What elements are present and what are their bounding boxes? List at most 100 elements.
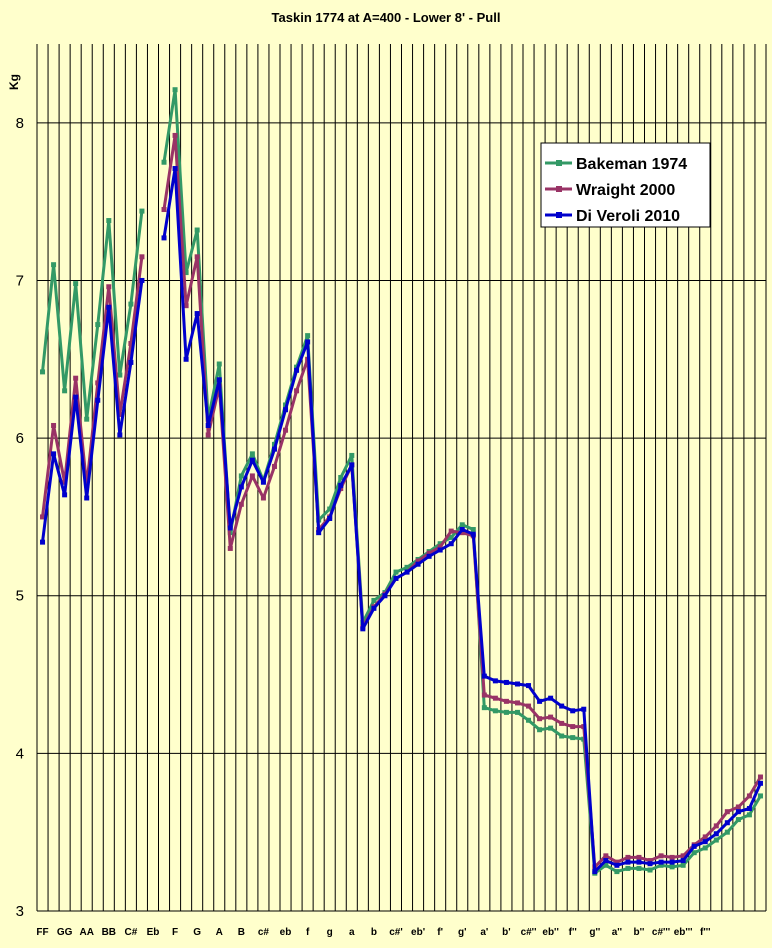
data-point: [194, 254, 200, 260]
data-point: [603, 862, 609, 868]
data-point: [680, 853, 686, 859]
data-point: [437, 547, 443, 553]
data-point: [559, 703, 565, 709]
data-point: [735, 809, 741, 815]
legend-swatch-marker: [556, 186, 562, 192]
data-point: [62, 492, 68, 498]
legend-label: Wraight 2000: [576, 182, 675, 199]
data-point: [526, 717, 532, 723]
data-point: [393, 575, 399, 581]
legend: Bakeman 1974 Wraight 2000 Di Veroli 2010: [540, 142, 711, 228]
data-point: [40, 514, 46, 520]
data-point: [205, 422, 211, 428]
data-point: [161, 235, 167, 241]
data-point: [172, 166, 178, 172]
y-tick-label: 3: [16, 903, 24, 920]
data-point: [249, 457, 255, 463]
data-point: [481, 692, 487, 698]
x-tick-label: GG: [57, 927, 73, 938]
data-point: [95, 397, 101, 403]
data-point: [757, 780, 763, 786]
y-tick-label: 8: [16, 115, 24, 132]
data-point: [592, 869, 598, 875]
x-tick-label: c#': [389, 927, 403, 938]
data-point: [106, 304, 112, 310]
data-point: [548, 695, 554, 701]
data-point: [537, 716, 543, 722]
x-tick-label: f': [437, 927, 443, 938]
data-point: [448, 541, 454, 547]
data-point: [702, 845, 708, 851]
legend-entry: Di Veroli 2010: [545, 208, 680, 225]
legend-entry: Bakeman 1974: [545, 156, 687, 173]
data-point: [426, 550, 432, 556]
data-point: [316, 530, 322, 536]
data-point: [746, 812, 752, 818]
data-point: [570, 724, 576, 730]
x-tick-label: Eb: [147, 927, 160, 938]
data-point: [724, 829, 730, 835]
data-point: [117, 411, 123, 417]
data-point: [702, 839, 708, 845]
y-tick-label: 7: [16, 272, 24, 289]
data-point: [746, 793, 752, 799]
data-point: [746, 806, 752, 812]
data-point: [95, 380, 101, 386]
data-point: [415, 561, 421, 567]
y-axis-label: Kg: [7, 74, 21, 90]
data-point: [161, 207, 167, 213]
chart-title: Taskin 1774 at A=400 - Lower 8' - Pull: [272, 10, 501, 25]
x-tick-label: eb: [280, 927, 292, 938]
data-point: [95, 322, 101, 328]
data-point: [227, 545, 233, 551]
data-point: [548, 725, 554, 731]
data-point: [106, 284, 112, 290]
data-point: [537, 727, 543, 733]
data-point: [680, 862, 686, 868]
data-point: [216, 361, 222, 367]
data-point: [51, 451, 57, 457]
data-point: [492, 695, 498, 701]
data-point: [526, 703, 532, 709]
data-point: [437, 544, 443, 550]
data-point: [371, 597, 377, 603]
data-point: [526, 683, 532, 689]
x-tick-label: G: [193, 927, 201, 938]
data-point: [139, 208, 145, 214]
data-point: [514, 681, 520, 687]
y-tick-label: 4: [16, 745, 24, 762]
legend-entry: Wraight 2000: [545, 182, 675, 199]
data-point: [614, 869, 620, 875]
x-tick-label: AA: [79, 927, 93, 938]
data-point: [294, 388, 300, 394]
data-point: [459, 522, 465, 528]
data-point: [691, 843, 697, 849]
data-point: [702, 834, 708, 840]
data-point: [183, 356, 189, 362]
data-point: [216, 377, 222, 383]
x-tick-label: eb''': [674, 927, 693, 938]
x-tick-label: a'': [612, 927, 622, 938]
data-point: [470, 531, 476, 537]
data-point: [691, 850, 697, 856]
data-point: [51, 262, 57, 268]
data-point: [548, 714, 554, 720]
data-point: [106, 218, 112, 224]
data-point: [448, 528, 454, 534]
series-line: [41, 210, 144, 421]
data-point: [305, 339, 311, 345]
data-point: [647, 867, 653, 873]
data-point: [338, 475, 344, 480]
data-point: [559, 733, 565, 739]
series-lines: [40, 87, 763, 876]
series-line: [41, 256, 144, 518]
x-tick-label: c#''': [652, 927, 670, 938]
data-point: [349, 452, 355, 458]
data-point: [636, 859, 642, 865]
data-point: [283, 427, 289, 433]
data-point: [227, 525, 233, 531]
x-tick-label: b': [502, 927, 511, 938]
data-point: [724, 809, 730, 815]
